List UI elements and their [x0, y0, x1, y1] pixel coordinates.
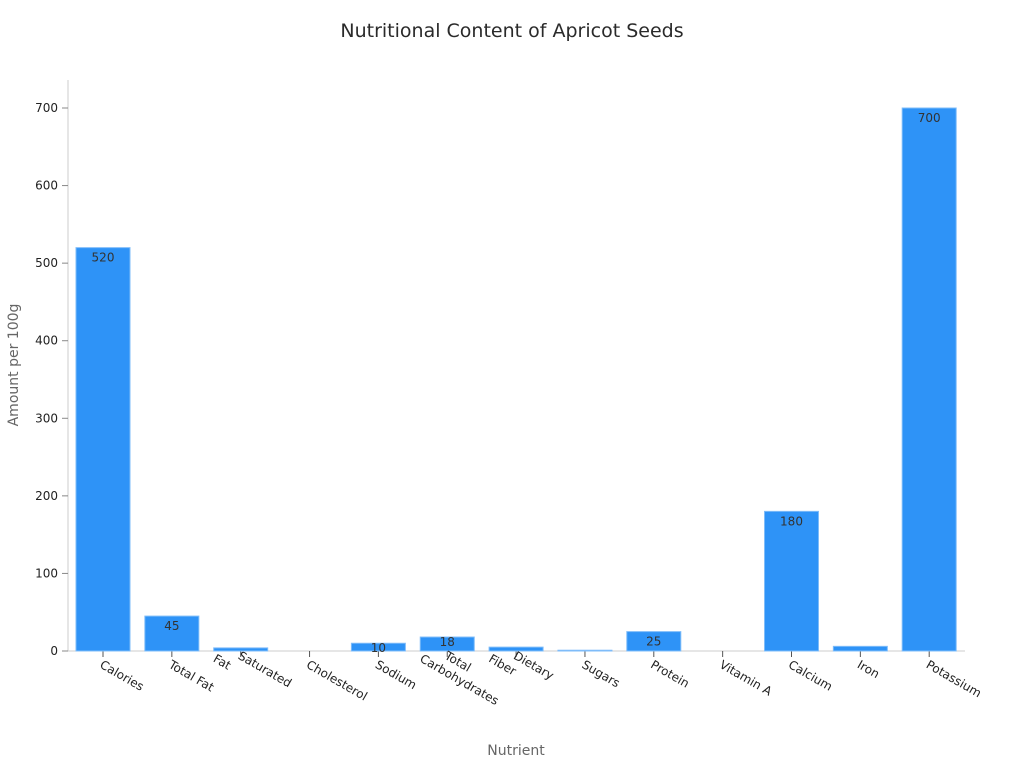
bar-value-label: 45 — [164, 619, 179, 633]
svg-text:Sugars: Sugars — [579, 657, 622, 690]
bar-value-label: 700 — [918, 111, 941, 125]
y-axis-title: Amount per 100g — [6, 304, 22, 427]
chart-title: Nutritional Content of Apricot Seeds — [340, 20, 684, 42]
bar — [144, 615, 200, 652]
bar — [419, 636, 475, 652]
svg-text:Calcium: Calcium — [786, 657, 835, 693]
svg-text:Protein: Protein — [648, 657, 691, 690]
y-tick-label: 600 — [35, 179, 58, 193]
svg-text:Sodium: Sodium — [373, 657, 419, 692]
x-tick-label: Sodium — [373, 657, 419, 692]
x-axis-title: Nutrient — [487, 743, 545, 759]
svg-text:Fat: Fat — [211, 652, 234, 673]
svg-text:Saturated: Saturated — [236, 649, 294, 691]
bar — [488, 646, 544, 652]
bar — [75, 247, 131, 652]
x-tick-label: Potassium — [924, 657, 984, 700]
x-tick-label: Protein — [648, 657, 691, 690]
bar — [557, 649, 613, 652]
svg-text:Potassium: Potassium — [924, 657, 984, 700]
svg-text:Cholesterol: Cholesterol — [304, 657, 370, 703]
bar-value-label: 520 — [92, 251, 115, 265]
x-tick-label: Cholesterol — [304, 657, 370, 703]
svg-text:Iron: Iron — [855, 657, 882, 681]
y-tick-label: 700 — [35, 101, 58, 115]
bar — [350, 642, 406, 652]
bar-value-label: 18 — [440, 635, 455, 649]
x-tick-label: Vitamin A — [717, 657, 775, 699]
bar-value-label: 10 — [371, 641, 386, 655]
y-tick-label: 100 — [35, 566, 58, 580]
bar — [901, 107, 957, 652]
y-tick-label: 500 — [35, 256, 58, 270]
svg-text:Calories: Calories — [98, 657, 147, 693]
y-tick-label: 0 — [50, 644, 58, 658]
x-tick-label: Total Fat — [165, 657, 216, 695]
x-tick-label: Calcium — [786, 657, 835, 693]
svg-text:Total Fat: Total Fat — [165, 657, 216, 695]
x-tick-label: Sugars — [579, 657, 622, 690]
x-tick-label: Calories — [98, 657, 147, 693]
y-tick-label: 300 — [35, 411, 58, 425]
bars: 520 45 10 18 25 180 700 — [75, 107, 957, 655]
y-tick-label: 400 — [35, 334, 58, 348]
x-tick-label: Iron — [855, 657, 882, 681]
bar — [832, 645, 888, 652]
bar-value-label: 180 — [780, 514, 803, 528]
svg-text:Vitamin A: Vitamin A — [717, 657, 775, 699]
bar-value-label: 25 — [646, 635, 661, 649]
bar — [213, 647, 269, 652]
y-tick-label: 200 — [35, 489, 58, 503]
bar — [764, 510, 819, 652]
axes: 0 100 200 300 400 500 600 700 — [35, 80, 965, 658]
bar — [626, 631, 682, 652]
